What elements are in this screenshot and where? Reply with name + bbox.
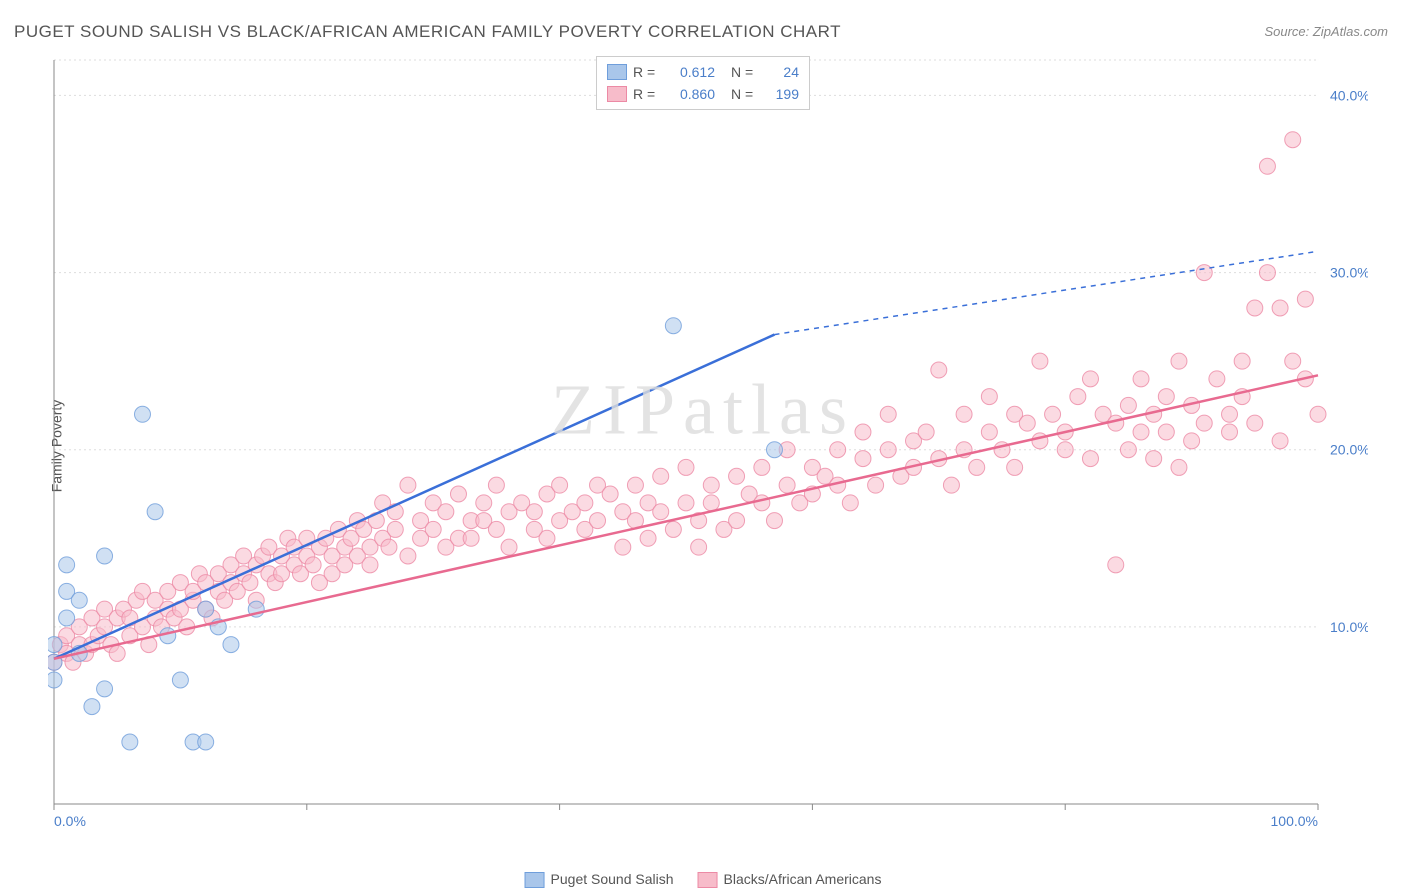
legend-r-value: 0.612 (667, 61, 715, 83)
legend-swatch-icon (698, 872, 718, 888)
scatter-chart: 10.0% 20.0% 30.0% 40.0% 0.0% 100.0% (48, 54, 1368, 834)
legend-swatch-icon (525, 872, 545, 888)
svg-text:100.0%: 100.0% (1271, 813, 1318, 829)
plot-area: 10.0% 20.0% 30.0% 40.0% 0.0% 100.0% (48, 54, 1368, 834)
svg-text:30.0%: 30.0% (1330, 265, 1368, 281)
legend-n-label: N = (731, 61, 759, 83)
svg-text:40.0%: 40.0% (1330, 87, 1368, 103)
legend-item-black: Blacks/African Americans (698, 871, 882, 888)
legend-swatch-icon (607, 86, 627, 102)
legend-row-salish: R = 0.612 N = 24 (607, 61, 799, 83)
svg-text:20.0%: 20.0% (1330, 442, 1368, 458)
legend-series-label: Puget Sound Salish (551, 871, 674, 887)
legend-r-label: R = (633, 61, 661, 83)
correlation-legend: R = 0.612 N = 24 R = 0.860 N = 199 (596, 56, 810, 110)
legend-r-value: 0.860 (667, 83, 715, 105)
legend-n-value: 24 (765, 61, 799, 83)
svg-text:10.0%: 10.0% (1330, 619, 1368, 635)
legend-r-label: R = (633, 83, 661, 105)
legend-swatch-icon (607, 64, 627, 80)
svg-text:0.0%: 0.0% (54, 813, 86, 829)
legend-n-label: N = (731, 83, 759, 105)
series-black (48, 132, 1326, 671)
legend-n-value: 199 (765, 83, 799, 105)
legend-item-salish: Puget Sound Salish (525, 871, 674, 888)
source-attribution: Source: ZipAtlas.com (1264, 24, 1388, 39)
chart-title: PUGET SOUND SALISH VS BLACK/AFRICAN AMER… (14, 22, 841, 42)
legend-row-black: R = 0.860 N = 199 (607, 83, 799, 105)
series-legend: Puget Sound Salish Blacks/African America… (525, 871, 882, 888)
legend-series-label: Blacks/African Americans (724, 871, 882, 887)
